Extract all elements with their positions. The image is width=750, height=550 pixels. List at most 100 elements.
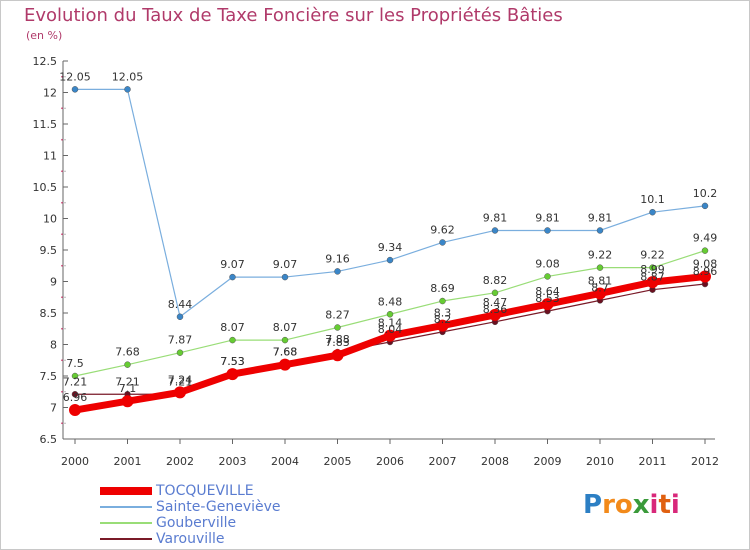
data-point [124, 86, 131, 93]
data-label: 7.21 [168, 375, 193, 388]
data-label: 7.53 [220, 355, 245, 368]
data-label: 12.05 [59, 70, 91, 83]
data-point [439, 239, 446, 246]
data-label: 8.99 [640, 263, 665, 276]
legend-label: Varouville [156, 531, 225, 547]
data-point [596, 227, 604, 234]
data-point [229, 273, 236, 281]
x-tick-label: 2012 [691, 455, 719, 468]
data-label: 8.87 [640, 271, 665, 284]
data-label: 8.07 [220, 321, 245, 334]
x-tick-label: 2003 [219, 455, 247, 468]
data-label: 10.2 [693, 187, 718, 200]
series-layer [69, 86, 711, 417]
x-tick-label: 2011 [639, 455, 667, 468]
x-tick-label: 2001 [114, 455, 142, 468]
data-label: 12.05 [112, 70, 144, 83]
x-tick-label: 2008 [481, 455, 509, 468]
data-label: 8.96 [693, 265, 718, 278]
data-point [121, 395, 134, 408]
y-tick-label: 11.5 [33, 118, 58, 131]
legend-label: Gouberville [156, 515, 237, 531]
y-minor-dot [61, 359, 63, 362]
data-point [176, 349, 184, 356]
data-label: 8.82 [483, 274, 508, 287]
data-label: 9.22 [640, 249, 665, 262]
legend-swatch [100, 506, 152, 508]
data-point [334, 324, 341, 331]
data-label: 7.53 [220, 355, 245, 368]
data-point [596, 264, 604, 271]
y-tick-label: 12 [43, 87, 57, 100]
data-label: 10.1 [640, 193, 665, 206]
data-label: 8.47 [483, 296, 508, 309]
legend-label: Sainte-Geneviève [156, 499, 281, 515]
legend-swatch [100, 538, 152, 540]
logo-letter: r [602, 490, 615, 520]
y-tick-label: 7.5 [40, 370, 58, 383]
data-point [124, 361, 131, 368]
y-tick-label: 9 [50, 276, 57, 289]
data-label: 8.48 [378, 295, 403, 308]
data-label: 7.21 [115, 375, 140, 388]
y-minor-dot [61, 327, 63, 330]
data-label: 8.3 [434, 307, 452, 320]
data-label: 8.27 [325, 308, 350, 321]
y-minor-dot [61, 107, 63, 110]
data-point [386, 256, 394, 264]
data-point [279, 358, 291, 371]
data-point [439, 297, 446, 305]
y-minor-dot [61, 233, 63, 236]
legend-label: TOCQUEVILLE [156, 483, 254, 499]
data-label: 7.68 [115, 346, 140, 359]
data-label: 7.5 [66, 357, 84, 370]
logo-letter: t [658, 490, 671, 520]
data-label: 9.34 [378, 241, 403, 254]
data-point [174, 386, 186, 399]
data-point [331, 349, 344, 362]
data-point [176, 313, 184, 321]
data-point [384, 329, 396, 342]
y-minor-dot [61, 264, 63, 267]
data-label: 9.08 [535, 257, 560, 270]
logo-letter: i [649, 490, 659, 520]
data-label: 9.81 [588, 211, 613, 224]
x-tick-label: 2007 [429, 455, 457, 468]
data-point [491, 227, 499, 234]
x-tick-label: 2002 [166, 455, 194, 468]
data-label: 6.96 [63, 391, 88, 404]
y-minor-dot [61, 296, 63, 299]
data-label: 8.69 [430, 282, 455, 295]
legend-swatch [100, 522, 152, 524]
data-label: 9.22 [588, 249, 613, 262]
y-tick-label: 9.5 [40, 244, 58, 257]
logo-letter: i [670, 490, 680, 520]
data-label: 8.14 [378, 317, 403, 330]
data-label: 9.81 [483, 211, 508, 224]
y-minor-dot [61, 422, 63, 425]
x-tick-label: 2009 [534, 455, 562, 468]
y-tick-label: 11 [43, 150, 57, 163]
data-label: 8.04 [378, 323, 403, 336]
data-label: 7.24 [168, 373, 193, 386]
data-label: 9.08 [693, 257, 718, 270]
x-tick-label: 2005 [324, 455, 352, 468]
data-point [281, 273, 289, 281]
data-label: 7.83 [325, 336, 350, 349]
axes: 6.5 7 7.5 8 8.5 9 9.5 10 10.5 11 11.5 12 12.5 2000 200… [33, 55, 720, 468]
y-minor-dot [61, 138, 63, 141]
logo-letter: x [632, 490, 650, 520]
data-point [229, 336, 236, 344]
data-label: 8.44 [168, 298, 193, 311]
data-point [334, 268, 341, 275]
data-label: 9.16 [325, 252, 350, 265]
series-tocqueville [69, 270, 711, 417]
y-tick-label: 10.5 [33, 181, 58, 194]
data-point [649, 208, 656, 216]
y-minor-dot [61, 390, 63, 393]
data-label: 8.7 [591, 281, 609, 294]
logo-letter: o [614, 490, 633, 520]
data-point [646, 276, 659, 289]
data-label: 9.07 [220, 258, 245, 271]
